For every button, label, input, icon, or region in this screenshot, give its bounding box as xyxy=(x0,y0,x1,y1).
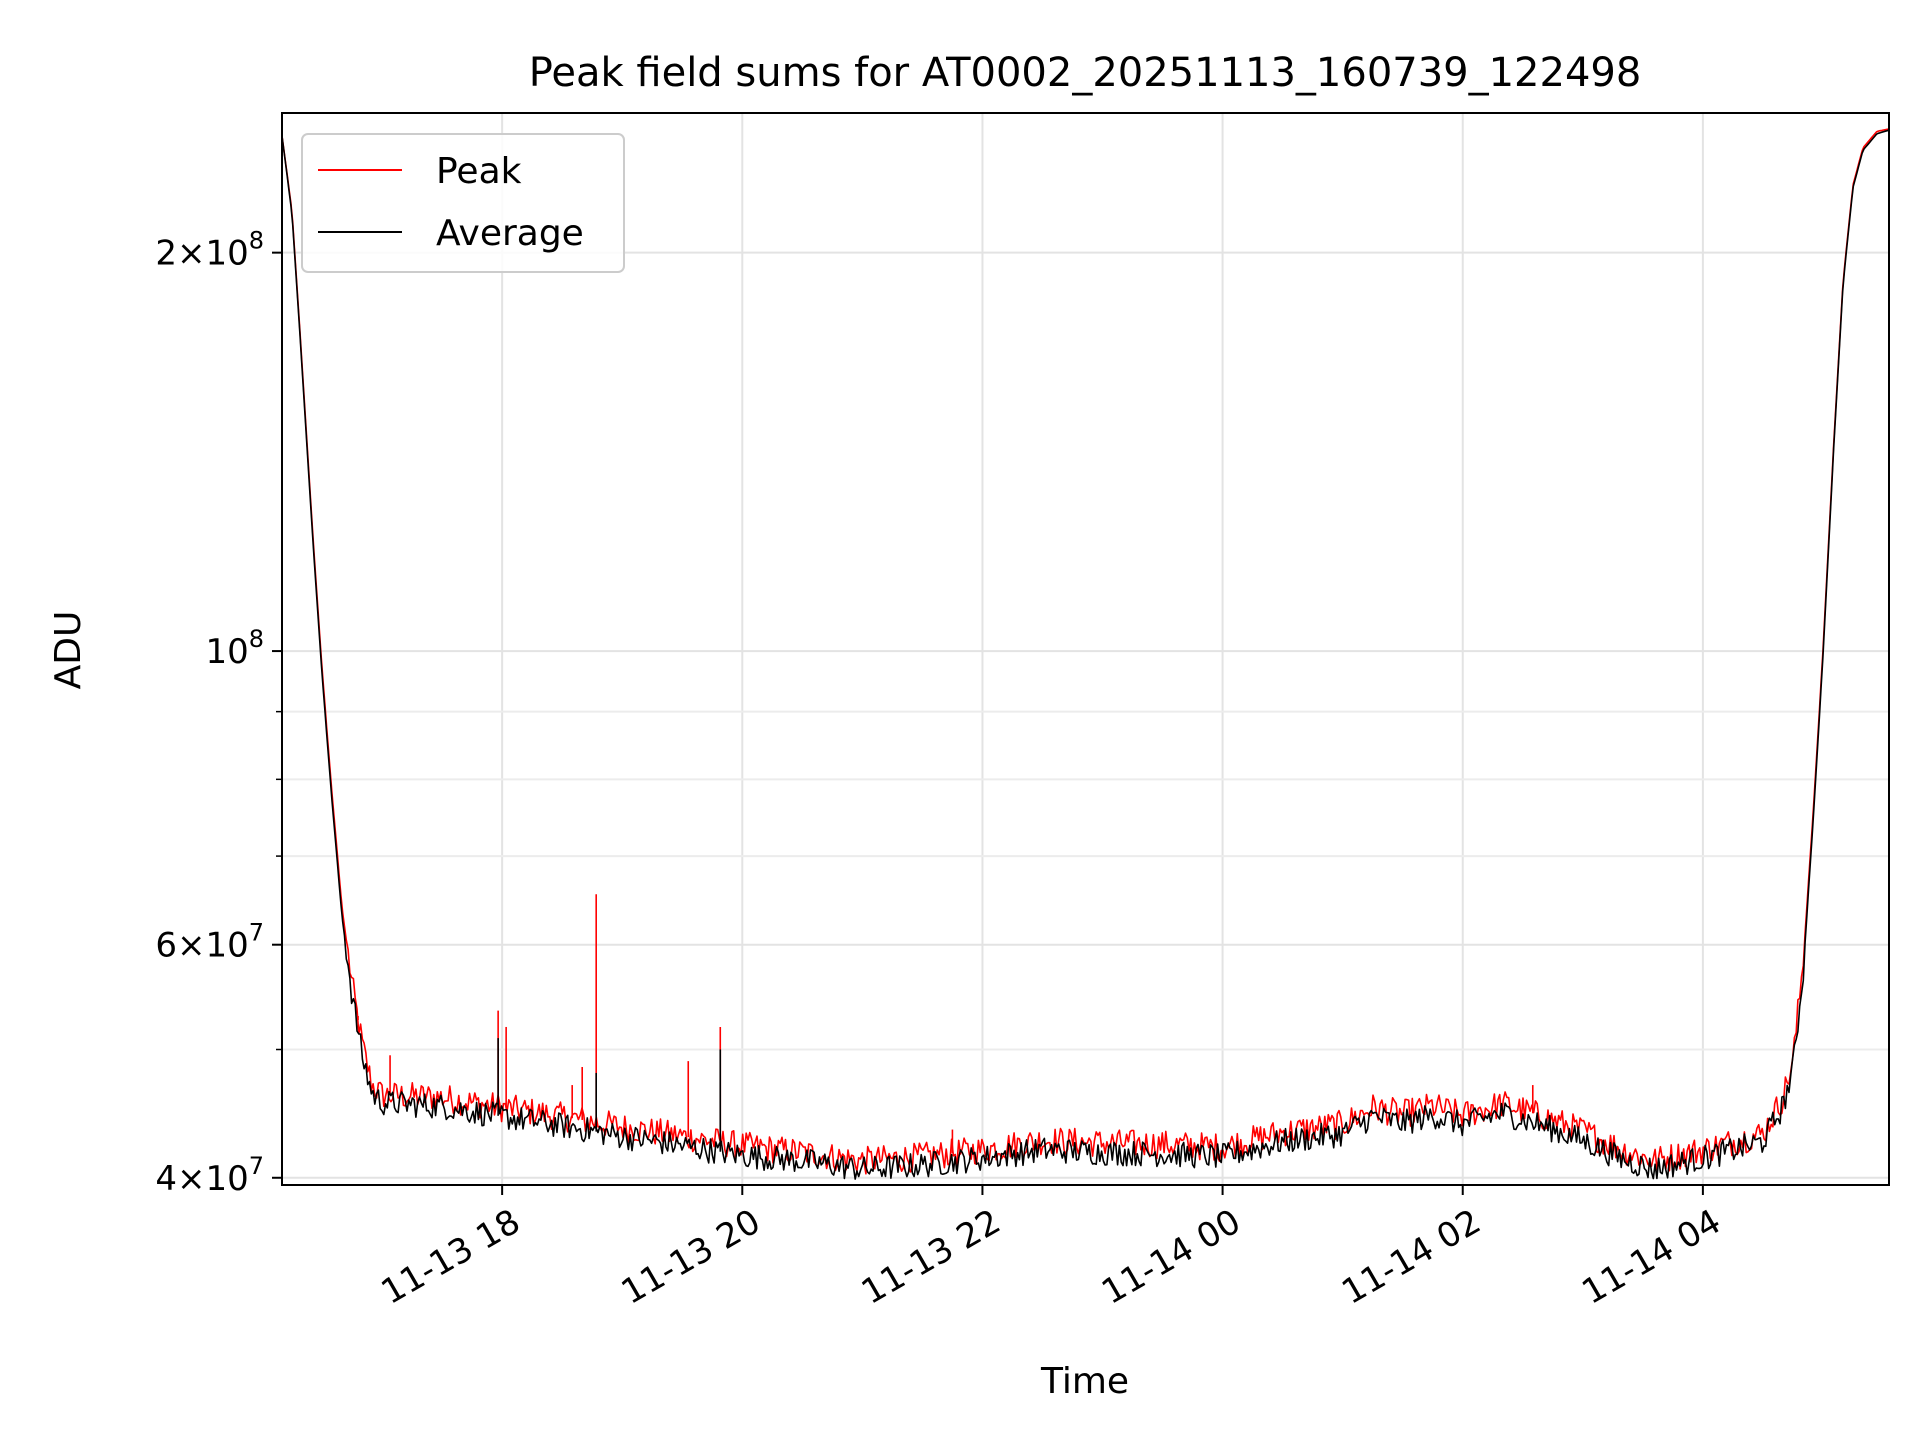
y-axis: 4×107 6×107 108 2×108 xyxy=(155,227,282,1199)
x-tick-label: 11-13 18 xyxy=(375,1202,527,1313)
series-average-line xyxy=(281,129,1890,1180)
x-tick-label: 11-14 02 xyxy=(1335,1202,1487,1313)
legend-peak-label: Peak xyxy=(436,151,522,192)
x-axis: 11-13 18 11-13 20 11-13 22 11-14 00 11-14 02… xyxy=(375,1185,1728,1313)
y-tick-label: 2×108 xyxy=(155,227,264,274)
legend-box xyxy=(301,133,625,273)
chart-title: Peak field sums for AT0002_20251113_1607… xyxy=(529,50,1642,96)
grid-layer xyxy=(282,113,1889,1185)
plot-frame xyxy=(281,112,1890,1186)
legend-average-label: Average xyxy=(436,213,584,254)
x-axis-label: Time xyxy=(1040,1361,1129,1402)
series-layer xyxy=(281,128,1890,1180)
x-tick-label: 11-14 04 xyxy=(1575,1202,1727,1313)
y-tick-label: 6×107 xyxy=(155,919,264,966)
y-tick-label: 108 xyxy=(205,625,264,672)
x-tick-label: 11-13 22 xyxy=(855,1202,1007,1313)
y-axis-label: ADU xyxy=(48,611,89,690)
legend: Peak Average xyxy=(301,133,625,273)
x-tick-label: 11-13 20 xyxy=(615,1202,767,1313)
x-tick-label: 11-14 00 xyxy=(1095,1202,1247,1313)
y-tick-label: 4×107 xyxy=(155,1152,264,1199)
